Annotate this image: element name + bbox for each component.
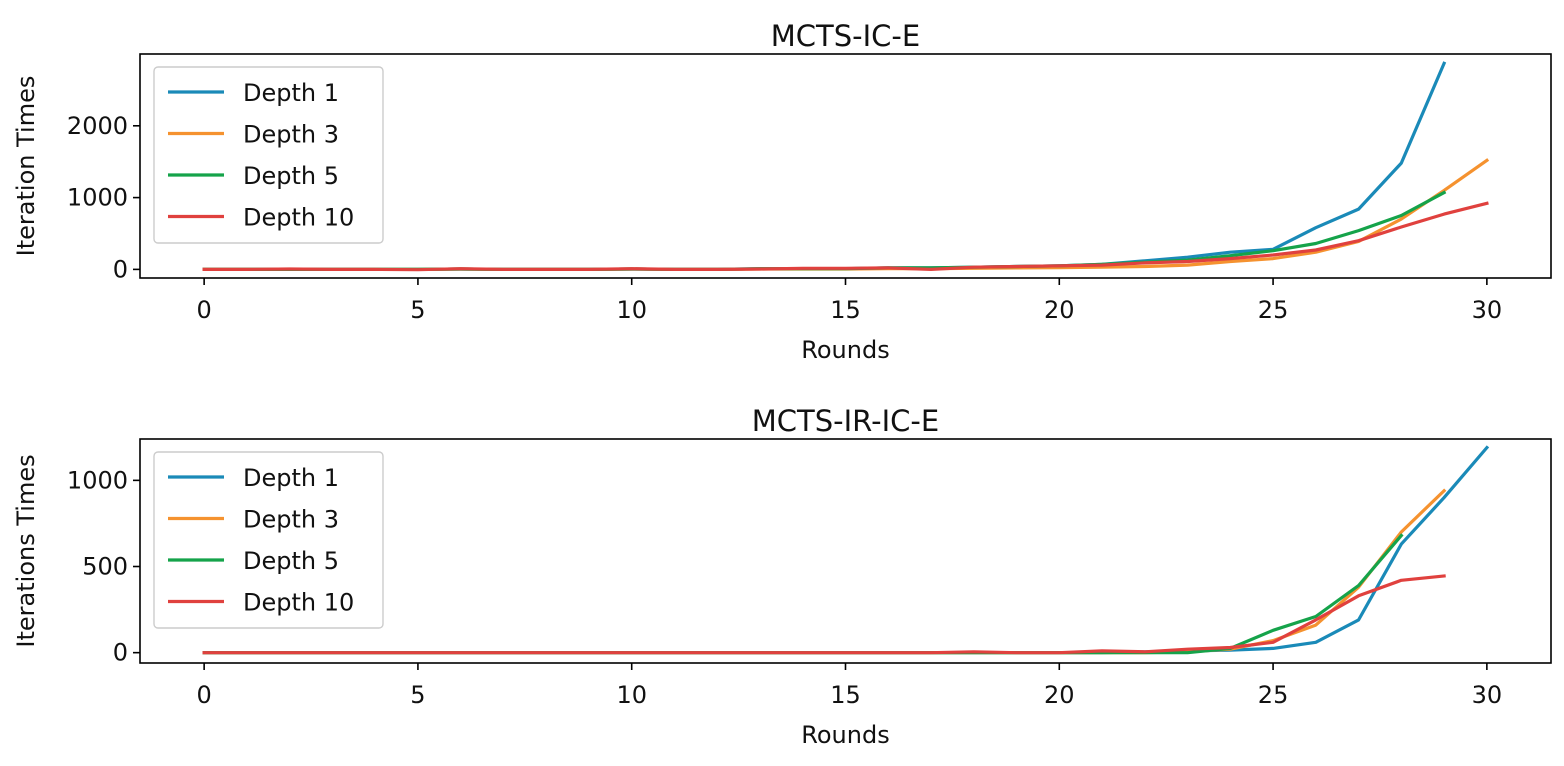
x-tick-label: 30 xyxy=(1472,296,1503,324)
x-tick-label: 30 xyxy=(1472,681,1503,709)
x-axis-label: Rounds xyxy=(801,721,889,749)
legend-box xyxy=(153,451,384,629)
y-tick-label: 1000 xyxy=(67,466,128,494)
legend-entry: Depth 1 xyxy=(243,79,339,107)
x-tick-label: 5 xyxy=(410,296,425,324)
chart-mcts-ir-ic-e: MCTS-IR-IC-E 0 5 10 15 20 25 30 0 500 1000 Rounds It… xyxy=(12,404,1552,749)
x-tick-label: 20 xyxy=(1044,681,1075,709)
x-tick-label: 10 xyxy=(616,681,647,709)
series-line-depth-5 xyxy=(202,190,1447,271)
series-group xyxy=(202,445,1490,655)
x-axis-label: Rounds xyxy=(801,336,889,364)
legend-entry: Depth 3 xyxy=(243,506,339,534)
series-line-depth-3 xyxy=(202,488,1447,655)
legend: Depth 1 Depth 3 Depth 5 Depth 10 xyxy=(153,451,384,629)
y-axis-label: Iterations Times xyxy=(12,454,40,647)
x-tick-label: 0 xyxy=(196,296,211,324)
legend-entry: Depth 3 xyxy=(243,121,339,149)
x-tick-label: 10 xyxy=(616,296,647,324)
x-tick-label: 25 xyxy=(1258,296,1289,324)
chart-title: MCTS-IR-IC-E xyxy=(752,404,939,438)
y-tick-label: 2000 xyxy=(67,112,128,140)
chart-title: MCTS-IC-E xyxy=(771,19,920,53)
y-tick-label: 500 xyxy=(82,553,128,581)
series-line-depth-10 xyxy=(202,201,1489,272)
y-tick-label: 0 xyxy=(113,255,128,283)
legend-box xyxy=(153,66,384,244)
legend-entry: Depth 5 xyxy=(243,162,339,190)
legend: Depth 1 Depth 3 Depth 5 Depth 10 xyxy=(153,66,384,244)
x-tick-label: 0 xyxy=(196,681,211,709)
series-group xyxy=(202,61,1490,272)
x-tick-label: 15 xyxy=(830,681,861,709)
x-tick-label: 15 xyxy=(830,296,861,324)
legend-entry: Depth 10 xyxy=(243,589,354,617)
x-tick-label: 20 xyxy=(1044,296,1075,324)
x-tick-label: 25 xyxy=(1258,681,1289,709)
chart-mcts-ic-e: MCTS-IC-E 0 5 10 15 20 25 30 0 1000 2000 Rounds Iter… xyxy=(12,19,1552,364)
y-tick-label: 1000 xyxy=(67,184,128,212)
legend-entry: Depth 5 xyxy=(243,547,339,575)
legend-entry: Depth 1 xyxy=(243,464,339,492)
series-line-depth-10 xyxy=(202,574,1446,655)
x-tick-label: 5 xyxy=(410,681,425,709)
series-line-depth-1 xyxy=(202,61,1447,271)
y-tick-label: 0 xyxy=(113,639,128,667)
y-axis-label: Iteration Times xyxy=(12,76,40,257)
legend-entry: Depth 10 xyxy=(243,204,354,232)
